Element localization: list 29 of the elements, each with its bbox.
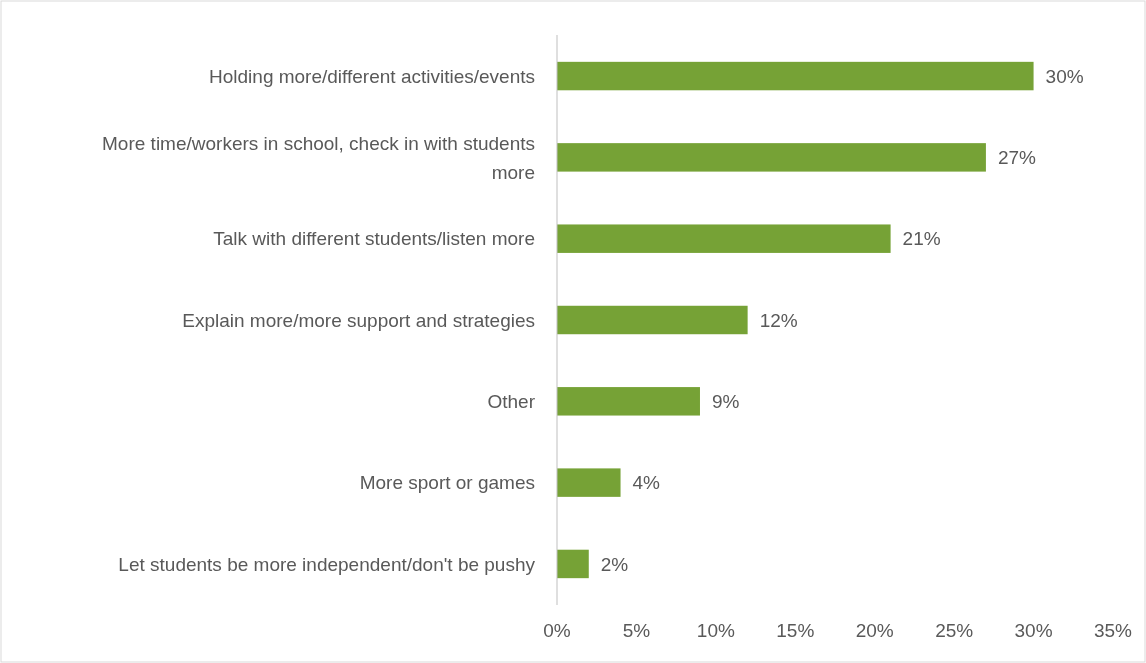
- x-tick-label: 20%: [855, 620, 894, 641]
- y-tick-label: More time/workers in school, check in with students more: [102, 132, 535, 183]
- data-label: 27%: [997, 147, 1037, 169]
- y-tick-label: More sport or games: [359, 472, 535, 494]
- x-tick-label: 35%: [1093, 620, 1133, 641]
- bar: [557, 549, 589, 579]
- y-tick-label: Holding more/different activities/events: [209, 65, 535, 87]
- x-tick-label: 25%: [935, 620, 974, 641]
- x-tick-label: 10%: [696, 620, 735, 641]
- y-tick-label: Other: [487, 390, 536, 412]
- bar: [557, 387, 700, 416]
- bar: [557, 305, 748, 335]
- data-label: 4%: [632, 472, 661, 494]
- data-label: 21%: [902, 228, 941, 250]
- data-label: 12%: [759, 309, 798, 331]
- data-label: 30%: [1045, 65, 1084, 87]
- x-tick-label: 5%: [622, 620, 651, 641]
- bar: [557, 143, 986, 172]
- y-tick-label: Explain more/more support and strategies: [182, 309, 535, 331]
- x-tick-label: 0%: [543, 620, 571, 641]
- bar: [557, 61, 1034, 91]
- bar: [557, 224, 891, 253]
- x-tick-label: 30%: [1014, 620, 1053, 641]
- x-tick-label: 15%: [776, 620, 815, 641]
- data-label: 9%: [711, 390, 740, 412]
- y-tick-label: Talk with different students/listen more: [213, 228, 535, 250]
- data-label: 2%: [600, 553, 629, 575]
- bar: [557, 468, 621, 497]
- y-tick-label: Let students be more independent/don't be pushy: [118, 553, 536, 575]
